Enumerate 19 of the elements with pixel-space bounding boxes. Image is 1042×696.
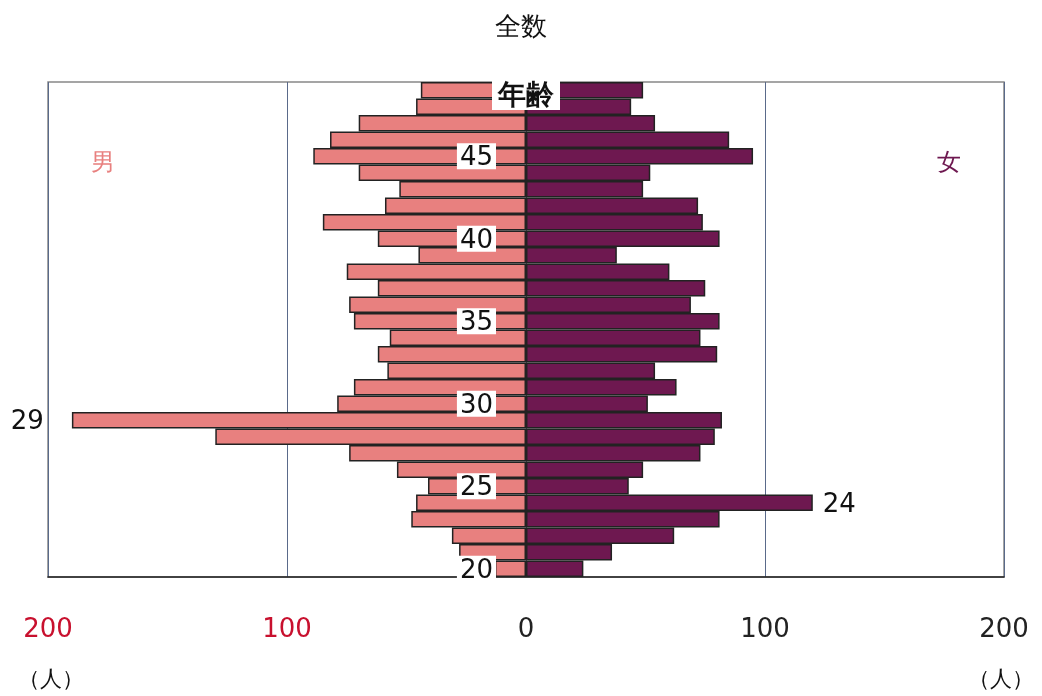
y-tick-label: 25 bbox=[459, 471, 493, 502]
x-tick-label: 100 bbox=[740, 613, 790, 643]
x-axis-title: （人） bbox=[18, 665, 84, 691]
y-tick-label: 30 bbox=[459, 388, 493, 419]
y-tick-label: 45 bbox=[459, 141, 493, 172]
x-tick-label: 100 bbox=[262, 613, 312, 643]
text: （人） bbox=[968, 665, 1034, 691]
x-tick-label: 200 bbox=[23, 613, 73, 643]
annotation: 29 bbox=[10, 405, 44, 436]
x-tick-label: 200 bbox=[979, 613, 1029, 643]
annotation: 24 bbox=[822, 487, 856, 518]
y-tick-label: 20 bbox=[459, 553, 493, 584]
x-tick-label: 0 bbox=[517, 613, 535, 643]
y-axis-title: 年齢 bbox=[497, 77, 554, 111]
chart-title: 全数 bbox=[495, 11, 547, 41]
text: 男 bbox=[91, 148, 115, 176]
y-tick-label: 35 bbox=[459, 306, 493, 337]
text: 女 bbox=[937, 148, 961, 176]
y-tick-label: 40 bbox=[459, 223, 493, 254]
